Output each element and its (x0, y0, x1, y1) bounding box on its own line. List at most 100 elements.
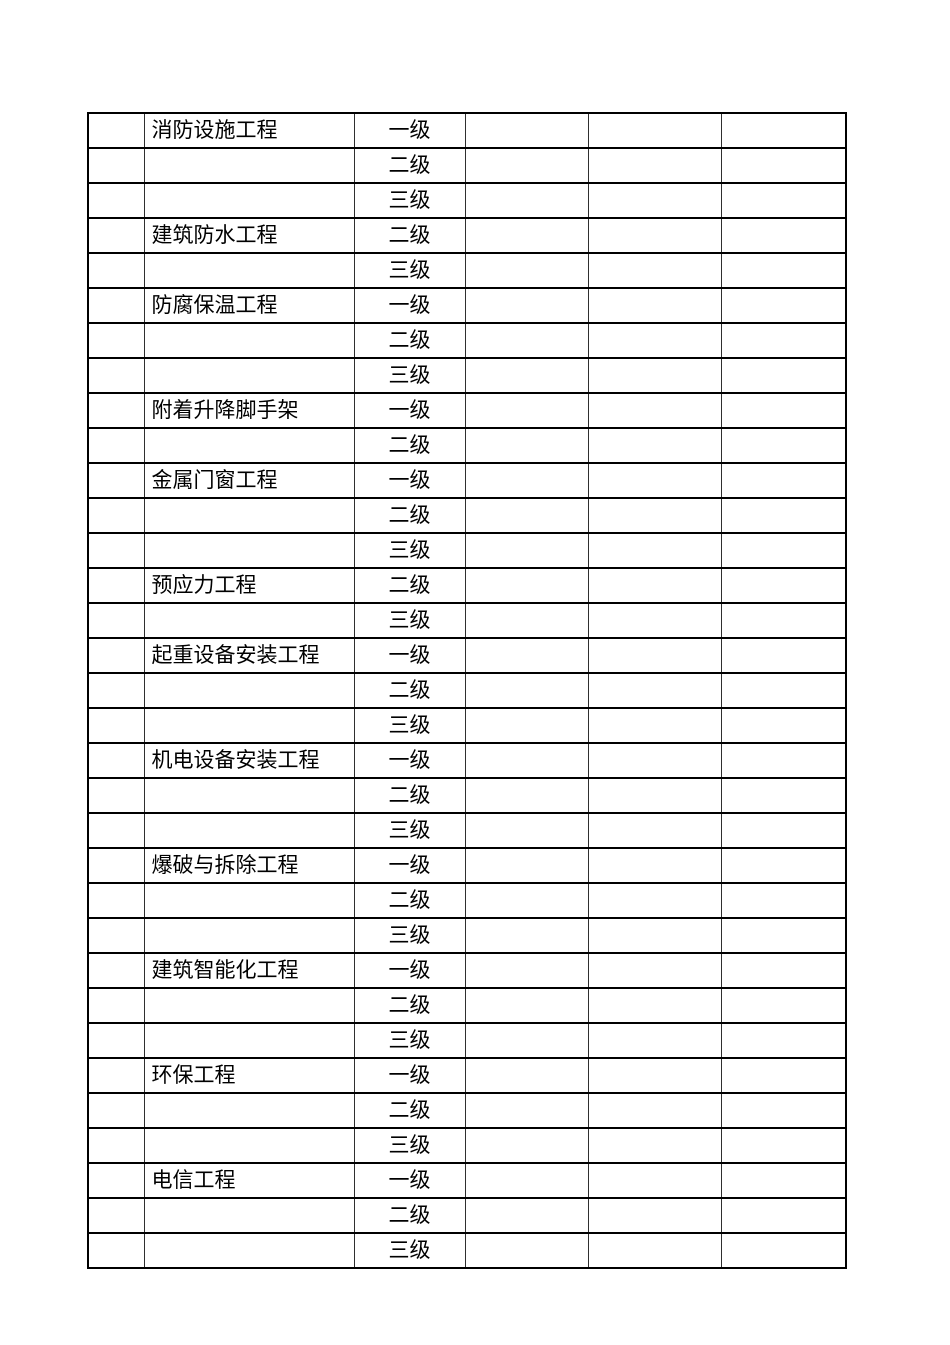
index-cell (87, 777, 145, 814)
project-name-cell (143, 1127, 355, 1164)
index-cell (87, 392, 145, 429)
blank-cell (720, 287, 847, 324)
index-cell (87, 1232, 145, 1269)
index-cell (87, 532, 145, 569)
project-grade-table-body: 消防设施工程 一级 二级 三级 建筑防水工程 二级 三级 防腐保温工程 一级 二级 三级 附着升降脚手… (87, 112, 847, 1269)
blank-cell (720, 1057, 847, 1094)
blank-cell (587, 182, 722, 219)
index-cell (87, 252, 145, 289)
blank-cell (464, 602, 589, 639)
table-row: 二级 (87, 1197, 847, 1234)
project-name-cell (143, 672, 355, 709)
index-cell (87, 1127, 145, 1164)
blank-cell (587, 882, 722, 919)
grade-cell: 三级 (353, 532, 466, 569)
index-cell (87, 1197, 145, 1234)
blank-cell (587, 217, 722, 254)
project-name-cell (143, 882, 355, 919)
grade-cell: 三级 (353, 707, 466, 744)
table-row: 二级 (87, 497, 847, 534)
blank-cell (464, 952, 589, 989)
blank-cell (720, 1232, 847, 1269)
blank-cell (464, 987, 589, 1024)
blank-cell (464, 182, 589, 219)
table-row: 三级 (87, 1232, 847, 1269)
blank-cell (464, 112, 589, 149)
blank-cell (720, 707, 847, 744)
blank-cell (587, 847, 722, 884)
grade-cell: 三级 (353, 1022, 466, 1059)
blank-cell (464, 1022, 589, 1059)
grade-cell: 二级 (353, 322, 466, 359)
project-name-cell: 爆破与拆除工程 (143, 847, 355, 884)
index-cell (87, 952, 145, 989)
grade-cell: 二级 (353, 987, 466, 1024)
blank-cell (464, 1127, 589, 1164)
blank-cell (464, 462, 589, 499)
grade-cell: 二级 (353, 1197, 466, 1234)
table-row: 起重设备安装工程 一级 (87, 637, 847, 674)
blank-cell (587, 1092, 722, 1129)
blank-cell (587, 112, 722, 149)
table-row: 机电设备安装工程 一级 (87, 742, 847, 779)
index-cell (87, 217, 145, 254)
blank-cell (587, 1162, 722, 1199)
project-name-cell (143, 427, 355, 464)
table-row: 三级 (87, 707, 847, 744)
blank-cell (464, 707, 589, 744)
blank-cell (720, 882, 847, 919)
grade-cell: 二级 (353, 1092, 466, 1129)
blank-cell (720, 462, 847, 499)
index-cell (87, 1092, 145, 1129)
blank-cell (720, 987, 847, 1024)
index-cell (87, 987, 145, 1024)
blank-cell (464, 217, 589, 254)
blank-cell (720, 112, 847, 149)
project-name-cell (143, 812, 355, 849)
project-name-cell: 电信工程 (143, 1162, 355, 1199)
index-cell (87, 322, 145, 359)
project-name-cell: 消防设施工程 (143, 112, 355, 149)
table-row: 二级 (87, 147, 847, 184)
table-row: 三级 (87, 1022, 847, 1059)
blank-cell (720, 357, 847, 394)
blank-cell (464, 1057, 589, 1094)
blank-cell (587, 567, 722, 604)
blank-cell (464, 497, 589, 534)
index-cell (87, 1057, 145, 1094)
grade-cell: 一级 (353, 1162, 466, 1199)
index-cell (87, 357, 145, 394)
blank-cell (720, 952, 847, 989)
grade-cell: 三级 (353, 812, 466, 849)
index-cell (87, 672, 145, 709)
grade-cell: 三级 (353, 252, 466, 289)
blank-cell (587, 602, 722, 639)
blank-cell (720, 497, 847, 534)
blank-cell (720, 1197, 847, 1234)
blank-cell (587, 1127, 722, 1164)
table-row: 建筑防水工程 二级 (87, 217, 847, 254)
blank-cell (587, 427, 722, 464)
blank-cell (720, 742, 847, 779)
blank-cell (464, 882, 589, 919)
project-grade-table: 消防设施工程 一级 二级 三级 建筑防水工程 二级 三级 防腐保温工程 一级 二级 三级 附着升降脚手… (87, 112, 847, 1269)
blank-cell (720, 1092, 847, 1129)
blank-cell (720, 147, 847, 184)
blank-cell (464, 357, 589, 394)
blank-cell (587, 252, 722, 289)
blank-cell (464, 847, 589, 884)
table-row: 附着升降脚手架 一级 (87, 392, 847, 429)
grade-cell: 三级 (353, 602, 466, 639)
grade-cell: 二级 (353, 217, 466, 254)
table-row: 消防设施工程 一级 (87, 112, 847, 149)
index-cell (87, 1162, 145, 1199)
grade-cell: 一级 (353, 1057, 466, 1094)
table-row: 预应力工程 二级 (87, 567, 847, 604)
project-name-cell (143, 1197, 355, 1234)
blank-cell (464, 637, 589, 674)
blank-cell (587, 1057, 722, 1094)
blank-cell (587, 672, 722, 709)
index-cell (87, 497, 145, 534)
project-name-cell (143, 252, 355, 289)
